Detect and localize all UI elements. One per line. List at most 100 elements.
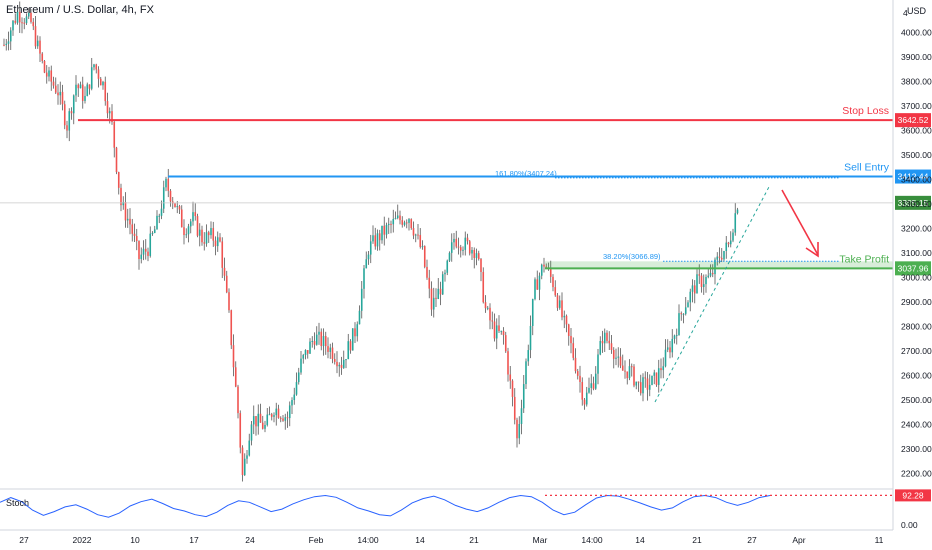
candle-up [185,234,188,236]
candle-up [372,235,374,242]
candle-up [205,232,208,244]
x-tick-label: 11 [875,535,884,545]
candle-up [176,206,179,208]
candle-down [644,377,647,379]
candle-up [264,424,266,429]
candle-down [639,382,642,394]
fib-projection-line [654,184,771,403]
candle-down [32,21,35,27]
candle-up [151,232,154,234]
candle-down [45,72,48,77]
candle-up [385,224,388,235]
candle-down [574,357,577,372]
x-tick-label: 17 [189,535,199,545]
candle-up [309,341,311,354]
candle-up [122,202,125,206]
candle-up [599,341,602,355]
candle-down [340,364,343,368]
candle-up [356,324,359,337]
candle-down [383,225,386,235]
candle-down [669,347,671,353]
candle-down [498,325,500,331]
candle-up [529,325,532,351]
candle-down [270,414,273,417]
candle-down [655,372,658,385]
candle-up [297,372,300,383]
candle-down [255,416,257,427]
candle-down [457,246,460,248]
chart-title: Ethereum / U.S. Dollar, 4h, FX [6,4,154,16]
candle-down [572,343,575,358]
candle-down [333,359,336,362]
candle-up [165,178,167,188]
candle-up [414,234,417,236]
candle-up [90,67,93,89]
candle-up [684,307,687,314]
y-tick-label: 3200.00 [901,224,932,234]
candle-up [617,356,620,358]
candle-down [680,313,683,315]
candle-down [99,78,102,86]
candle-down [410,219,413,229]
candle-up [664,349,667,367]
candle-down [230,310,233,346]
candle-down [14,20,17,23]
candle-down [237,386,239,414]
candle-down [324,336,327,347]
candle-down [228,292,230,311]
candle-up [392,219,395,225]
candle-down [320,331,323,347]
candle-up [709,272,712,276]
candle-up [453,238,455,243]
candle-down [581,381,584,400]
candle-up [36,40,39,47]
candle-up [408,219,410,223]
stop-loss-price-value: 3642.52 [898,115,929,125]
candle-up [471,249,473,254]
candle-up [671,338,674,353]
candle-down [39,40,41,54]
candle-up [360,288,363,311]
candle-up [268,414,271,416]
candle-up [25,16,28,24]
candle-down [612,350,615,359]
candle-up [342,359,345,368]
candle-up [363,268,365,289]
candle-down [621,365,624,371]
candle-down [77,84,80,89]
sell-arrow [781,189,819,258]
y-tick-label: 3500.00 [901,150,932,160]
y-tick-label: 3400.00 [901,175,932,185]
candle-down [327,346,329,352]
time-axis[interactable]: 27 2022 10 17 24 Feb 14:00 14 21 Mar 14:00 14 21 27 Ap… [19,535,883,545]
candle-down [57,92,59,96]
candle-up [68,111,71,131]
candle-up [59,91,62,96]
candle-down [279,417,282,419]
candle-down [630,366,633,368]
price-axis[interactable]: 2200.00 2300.00 2400.00 2500.00 2600.00 2700.… [901,8,932,479]
fib-level-label: 161.80%(3407.24) [495,169,557,178]
candle-down [201,229,203,243]
candle-up [102,81,104,86]
candle-up [446,260,449,273]
candle-down [194,212,197,217]
candle-up [351,328,354,351]
candle-down [221,241,224,268]
candle-down [545,266,548,269]
candle-up [729,240,732,245]
candle-down [117,172,120,188]
candle-down [419,235,422,247]
candle-up [603,332,606,344]
candle-down [565,315,568,325]
candle-up [558,300,561,308]
candle-down [180,209,183,228]
candle-down [426,266,428,278]
candle-down [212,228,215,241]
y-tick-label: 2700.00 [901,346,932,356]
candle-down [439,288,442,295]
candle-down [214,240,217,247]
candle-up [662,366,665,371]
candle-down [561,300,563,318]
